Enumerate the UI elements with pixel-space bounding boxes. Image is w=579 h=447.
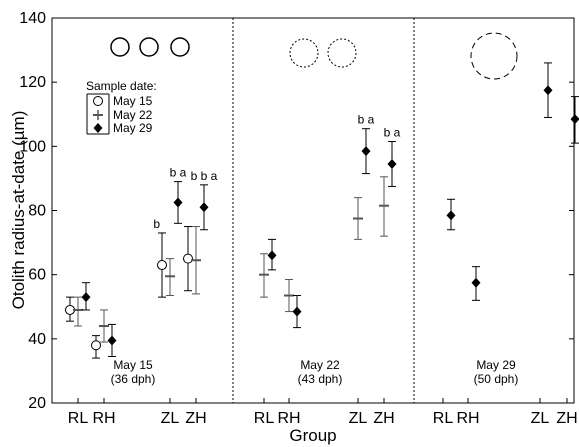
data-point [173,181,183,224]
data-point [361,128,371,175]
marker-diamond [543,85,553,96]
x-tick-label: RL [433,410,454,427]
data-point [199,184,209,231]
legend-marker-open-circle [93,96,103,106]
x-tick-label: RH [277,410,300,427]
panel-sublabel: (50 dph) [474,372,519,386]
data-point [543,62,553,118]
marker-open-circle [183,253,193,264]
marker-diamond [361,146,371,157]
panel-label: May 15 [113,358,153,372]
marker-diamond [267,250,277,261]
size-circle [170,37,190,57]
size-circle [470,32,518,80]
legend-label-1: May 22 [113,108,153,122]
marker-diamond [107,335,117,346]
plot-frame [51,17,575,404]
x-tick-label: RL [68,410,89,427]
panel-sublabel: (43 dph) [298,372,343,386]
significance-letters: b a [358,113,375,127]
data-point [183,226,193,292]
data-point [191,226,201,295]
data-point [353,197,363,240]
x-tick-label: ZL [161,410,180,427]
marker-diamond [387,158,397,169]
x-tick-label: RH [92,410,115,427]
size-circle [139,37,159,57]
size-circle [289,38,319,68]
legend-marker-diamond [93,123,103,133]
marker-diamond [173,197,183,208]
y-tick-label: 40 [28,331,46,348]
significance-letters: b a [170,166,187,180]
y-tick-label: 100 [19,138,46,155]
legend: Sample date: May 15 May 22 May 29 [86,79,157,135]
x-tick-label: ZL [349,410,368,427]
data-point [570,96,579,144]
x-axis-title: Group [289,426,336,445]
legend-marker-plus [93,110,103,120]
data-point [91,335,101,359]
marker-diamond [570,114,579,125]
x-tick-label: ZH [185,410,206,427]
x-tick-label: ZH [556,410,577,427]
data-point [471,266,481,301]
x-tick-label: ZL [531,410,550,427]
panel-label: May 29 [476,358,516,372]
y-tick-label: 140 [19,10,46,27]
marker-diamond [81,292,91,303]
data-point [73,296,83,327]
data-point [379,176,389,237]
panel: May 22(43 dph) RL RH ZL ZH b a b a [232,18,401,427]
marker-diamond [471,277,481,288]
legend-label-0: May 15 [113,94,153,108]
y-axis: 20 40 60 80 100 120 140 [19,10,574,412]
data-point [446,198,456,231]
y-tick-label: 60 [28,267,46,284]
panel-label: May 22 [300,358,340,372]
significance-letters: b a [384,126,401,140]
data-point [165,258,175,297]
y-tick-label: 120 [19,74,46,91]
data-point [267,238,277,271]
data-point [81,282,91,311]
legend-title: Sample date: [86,79,157,93]
significance-letters: b b a [191,169,218,183]
marker-diamond [199,202,209,213]
data-point [259,253,269,298]
marker-open-circle [157,260,167,271]
significance-letters: b [153,217,160,231]
data-point [99,309,109,343]
x-tick-label: RL [254,410,275,427]
size-circle [327,38,357,68]
data-point [387,141,397,187]
x-tick-label: RH [456,410,479,427]
data-point [157,232,167,298]
data-point [284,278,294,313]
panel: May 29(50 dph) RL RH ZL ZH [413,18,579,427]
data-point [292,295,302,329]
y-tick-label: 80 [28,203,46,220]
marker-diamond [446,210,456,221]
panel-sublabel: (36 dph) [111,372,156,386]
legend-label-2: May 29 [113,121,153,135]
y-axis-title: Otolith radius-at-date (µm) [9,111,28,310]
marker-open-circle [91,340,101,351]
data-point [107,323,117,357]
x-tick-label: ZH [373,410,394,427]
marker-diamond [292,306,302,317]
y-tick-label: 20 [28,395,46,412]
size-circle [110,37,130,57]
